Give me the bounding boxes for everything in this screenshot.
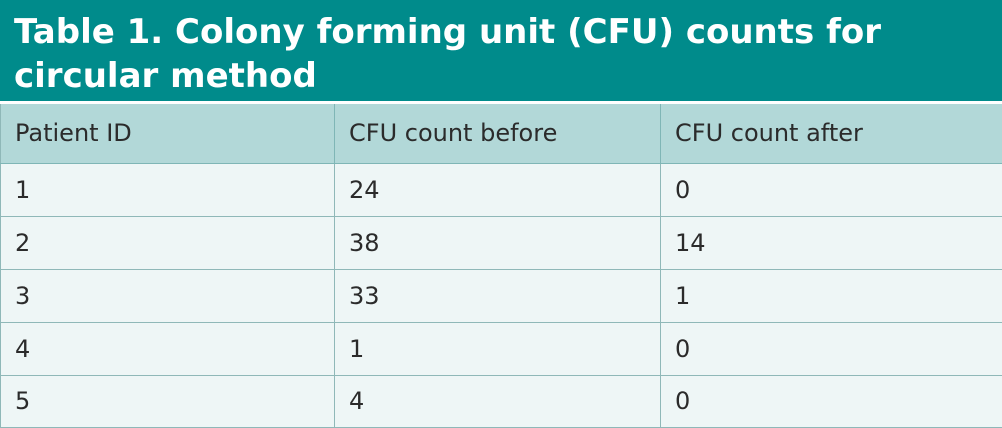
cell-cfu-after: 0 — [661, 322, 1002, 375]
cell-cfu-after: 0 — [661, 375, 1002, 428]
column-header-cfu-before: CFU count before — [335, 104, 661, 163]
cfu-table: Patient ID CFU count before CFU count af… — [0, 104, 1002, 428]
cell-cfu-before: 33 — [335, 269, 661, 322]
column-header-patient-id: Patient ID — [1, 104, 335, 163]
cell-patient-id: 5 — [1, 375, 335, 428]
cell-cfu-before: 1 — [335, 322, 661, 375]
cell-cfu-after: 14 — [661, 216, 1002, 269]
cell-cfu-after: 1 — [661, 269, 1002, 322]
table-row: 2 38 14 — [1, 216, 1002, 269]
cell-cfu-after: 0 — [661, 163, 1002, 216]
cell-patient-id: 4 — [1, 322, 335, 375]
cell-patient-id: 2 — [1, 216, 335, 269]
table-header-row: Patient ID CFU count before CFU count af… — [1, 104, 1002, 163]
cell-cfu-before: 38 — [335, 216, 661, 269]
table-row: 4 1 0 — [1, 322, 1002, 375]
cell-cfu-before: 24 — [335, 163, 661, 216]
table-row: 1 24 0 — [1, 163, 1002, 216]
table-title: Table 1. Colony forming unit (CFU) count… — [0, 0, 1002, 104]
column-header-cfu-after: CFU count after — [661, 104, 1002, 163]
cell-patient-id: 3 — [1, 269, 335, 322]
cell-cfu-before: 4 — [335, 375, 661, 428]
table-row: 3 33 1 — [1, 269, 1002, 322]
table-row: 5 4 0 — [1, 375, 1002, 428]
cell-patient-id: 1 — [1, 163, 335, 216]
